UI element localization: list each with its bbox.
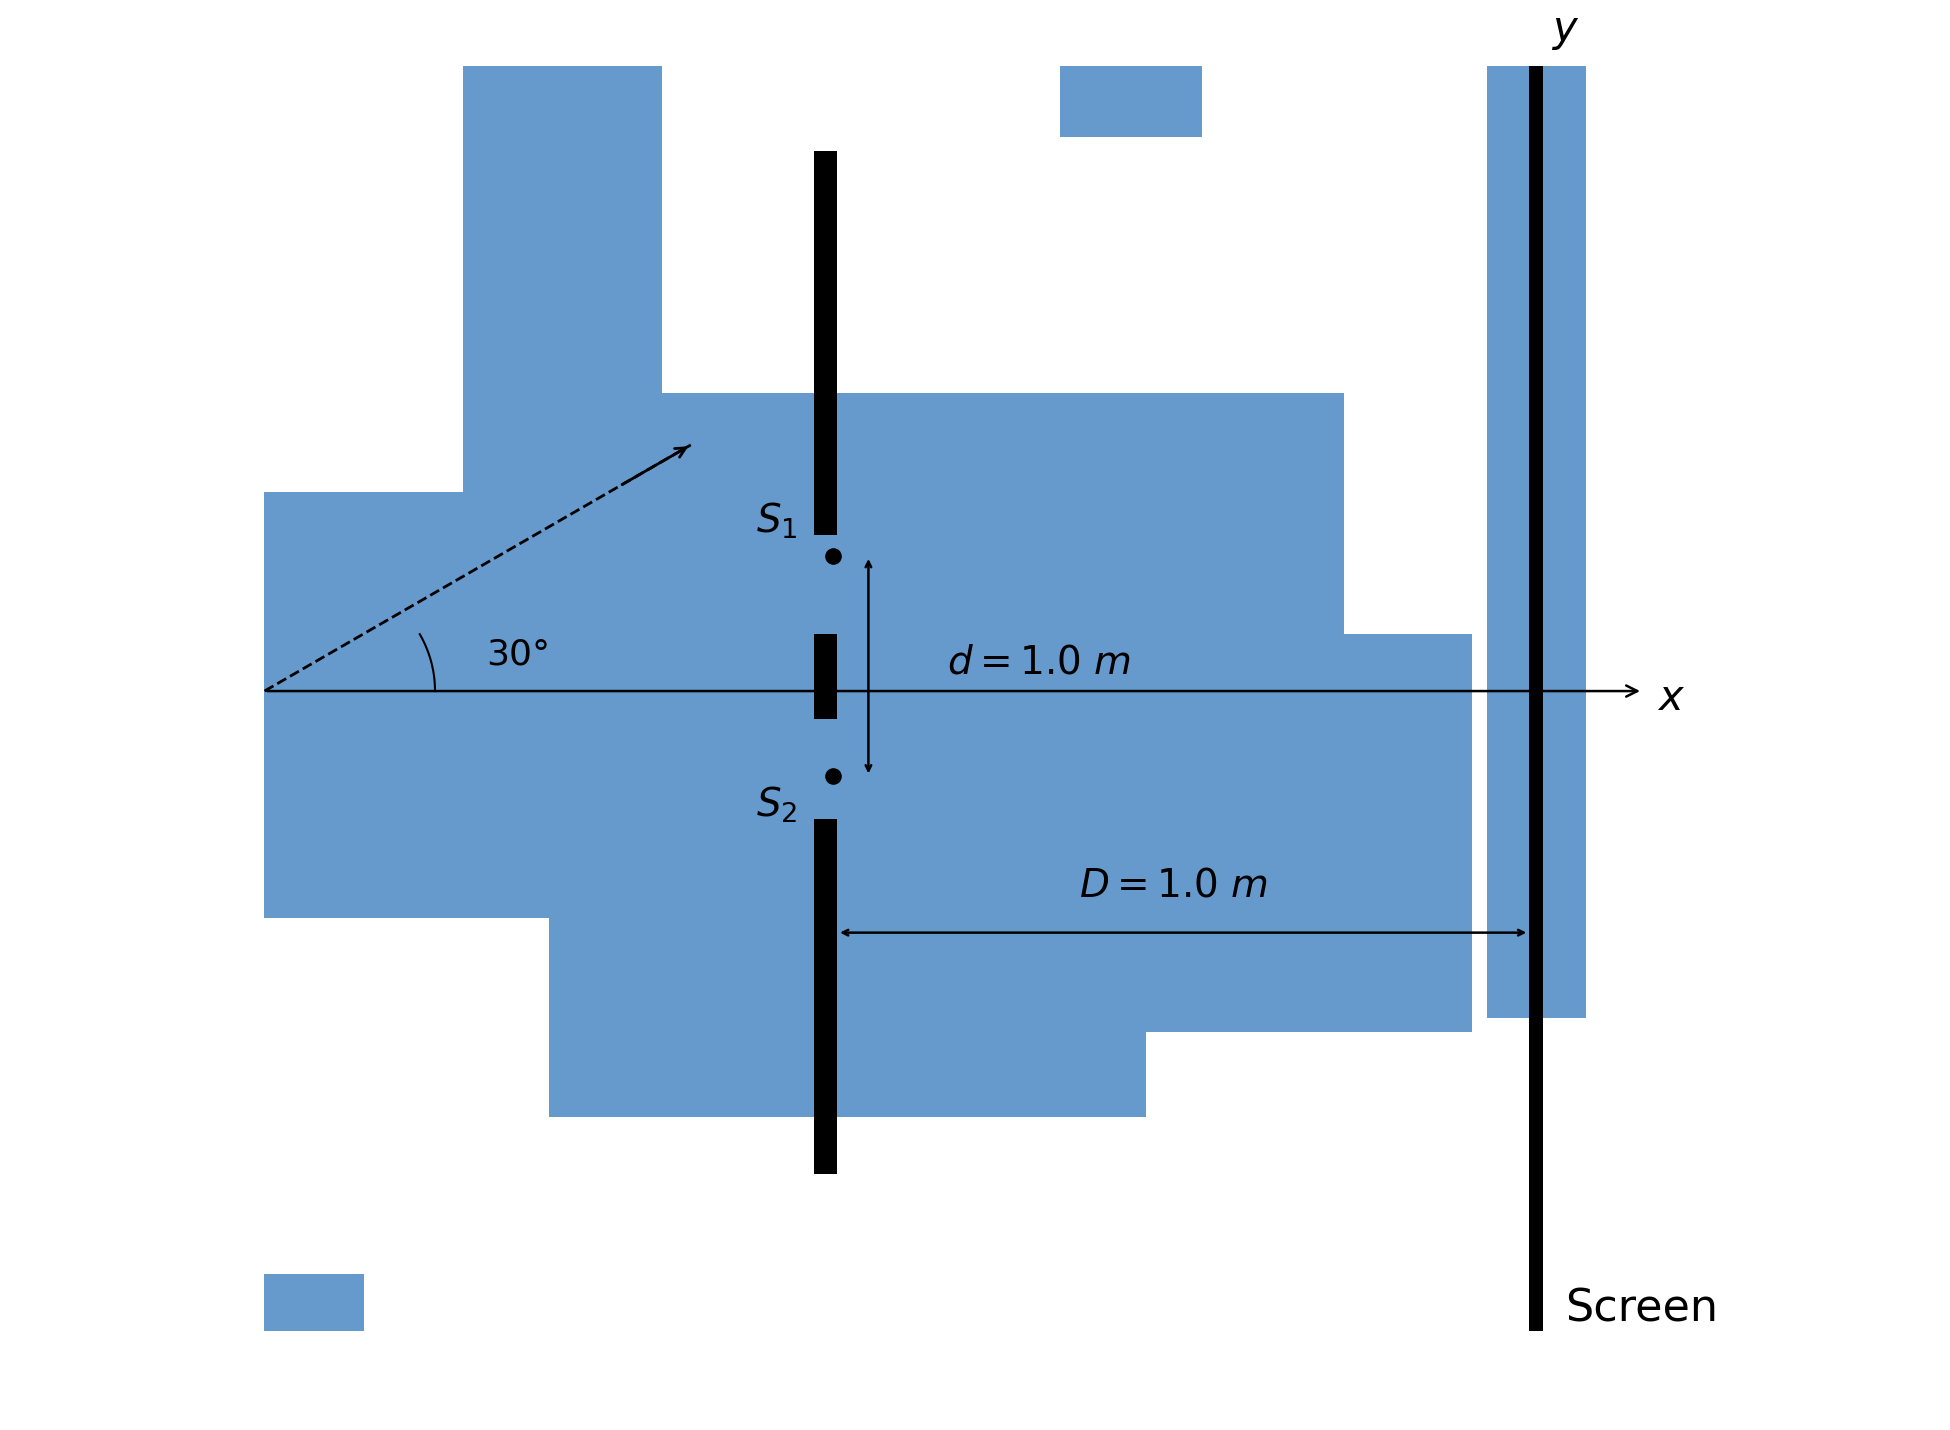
Point: [817, 545, 848, 568]
Text: $d = 1.0$ m: $d = 1.0$ m: [946, 644, 1131, 682]
Bar: [548, 393, 1344, 819]
Text: $y$: $y$: [1550, 10, 1580, 51]
Bar: [815, 819, 837, 1174]
Bar: [815, 152, 837, 535]
Text: $30°$: $30°$: [486, 638, 548, 671]
Text: $x$: $x$: [1658, 678, 1685, 719]
Text: $D = 1.0$ m: $D = 1.0$ m: [1080, 867, 1268, 904]
Bar: [1486, 66, 1585, 748]
Bar: [1529, 66, 1542, 1330]
Text: $S_1$: $S_1$: [757, 500, 798, 541]
Bar: [1486, 748, 1585, 1018]
Bar: [548, 975, 1145, 1117]
Text: Screen: Screen: [1564, 1288, 1718, 1331]
Bar: [548, 635, 1472, 918]
Bar: [265, 492, 548, 776]
Bar: [265, 1274, 365, 1330]
Point: [817, 765, 848, 788]
Bar: [815, 635, 837, 719]
Bar: [548, 819, 1472, 1032]
Bar: [265, 635, 548, 918]
Bar: [1061, 66, 1203, 137]
Bar: [464, 66, 663, 492]
Text: $S_2$: $S_2$: [757, 785, 798, 825]
